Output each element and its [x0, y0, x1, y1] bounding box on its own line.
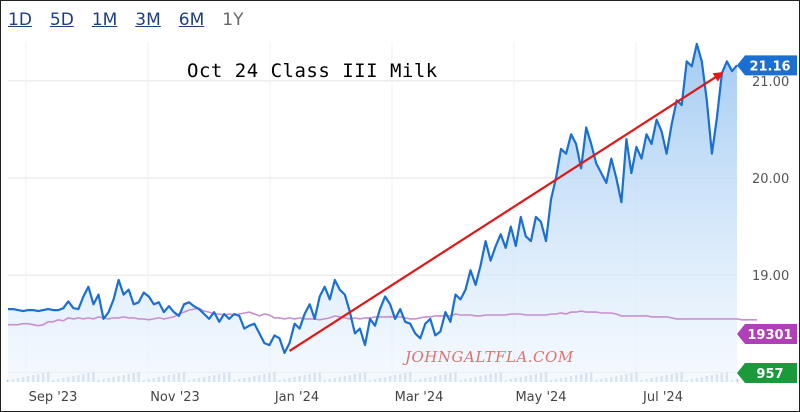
- comparison-badge-shape: [737, 324, 797, 344]
- range-1y-button[interactable]: 1Y: [222, 10, 244, 30]
- range-1d-button[interactable]: 1D: [8, 10, 32, 30]
- chart-title: Oct 24 Class III Milk: [187, 60, 438, 82]
- x-tick-label: Jan '24: [274, 390, 319, 405]
- range-5d-button[interactable]: 5D: [49, 10, 74, 30]
- y-tick-label: 21.00: [752, 75, 789, 90]
- range-3m-button[interactable]: 3M: [135, 10, 161, 30]
- x-tick-label: Mar '24: [395, 390, 444, 405]
- price-area-fill: [8, 43, 737, 383]
- range-6m-button[interactable]: 6M: [178, 10, 205, 30]
- x-tick-label: May '24: [515, 390, 566, 405]
- x-tick-label: Nov '23: [150, 390, 200, 405]
- comparison-line: [8, 307, 758, 327]
- price-line: [8, 42, 738, 354]
- volume-badge-shape: [737, 363, 797, 383]
- comparison-badge: 19301: [737, 324, 797, 344]
- trend-arrow: [288, 72, 724, 352]
- y-tick-label: 19.00: [752, 269, 789, 284]
- y-tick-label: 20.00: [752, 172, 789, 187]
- last-price-badge: 21.16: [737, 55, 797, 76]
- last-price-badge-text: 21.16: [749, 59, 790, 74]
- time-range-selector: 1D 5D 1M 3M 6M 1Y: [8, 8, 261, 32]
- comparison-badge-text: 19301: [747, 328, 792, 343]
- volume-badge-text: 957: [756, 367, 783, 382]
- watermark: JOHNGALTFLA.COM: [405, 348, 574, 366]
- x-tick-label: Jul '24: [642, 390, 683, 405]
- volume-badge: 957: [737, 363, 797, 383]
- x-tick-label: Sep '23: [29, 390, 78, 405]
- last-price-badge-shape: [737, 55, 797, 76]
- range-1m-button[interactable]: 1M: [91, 10, 118, 30]
